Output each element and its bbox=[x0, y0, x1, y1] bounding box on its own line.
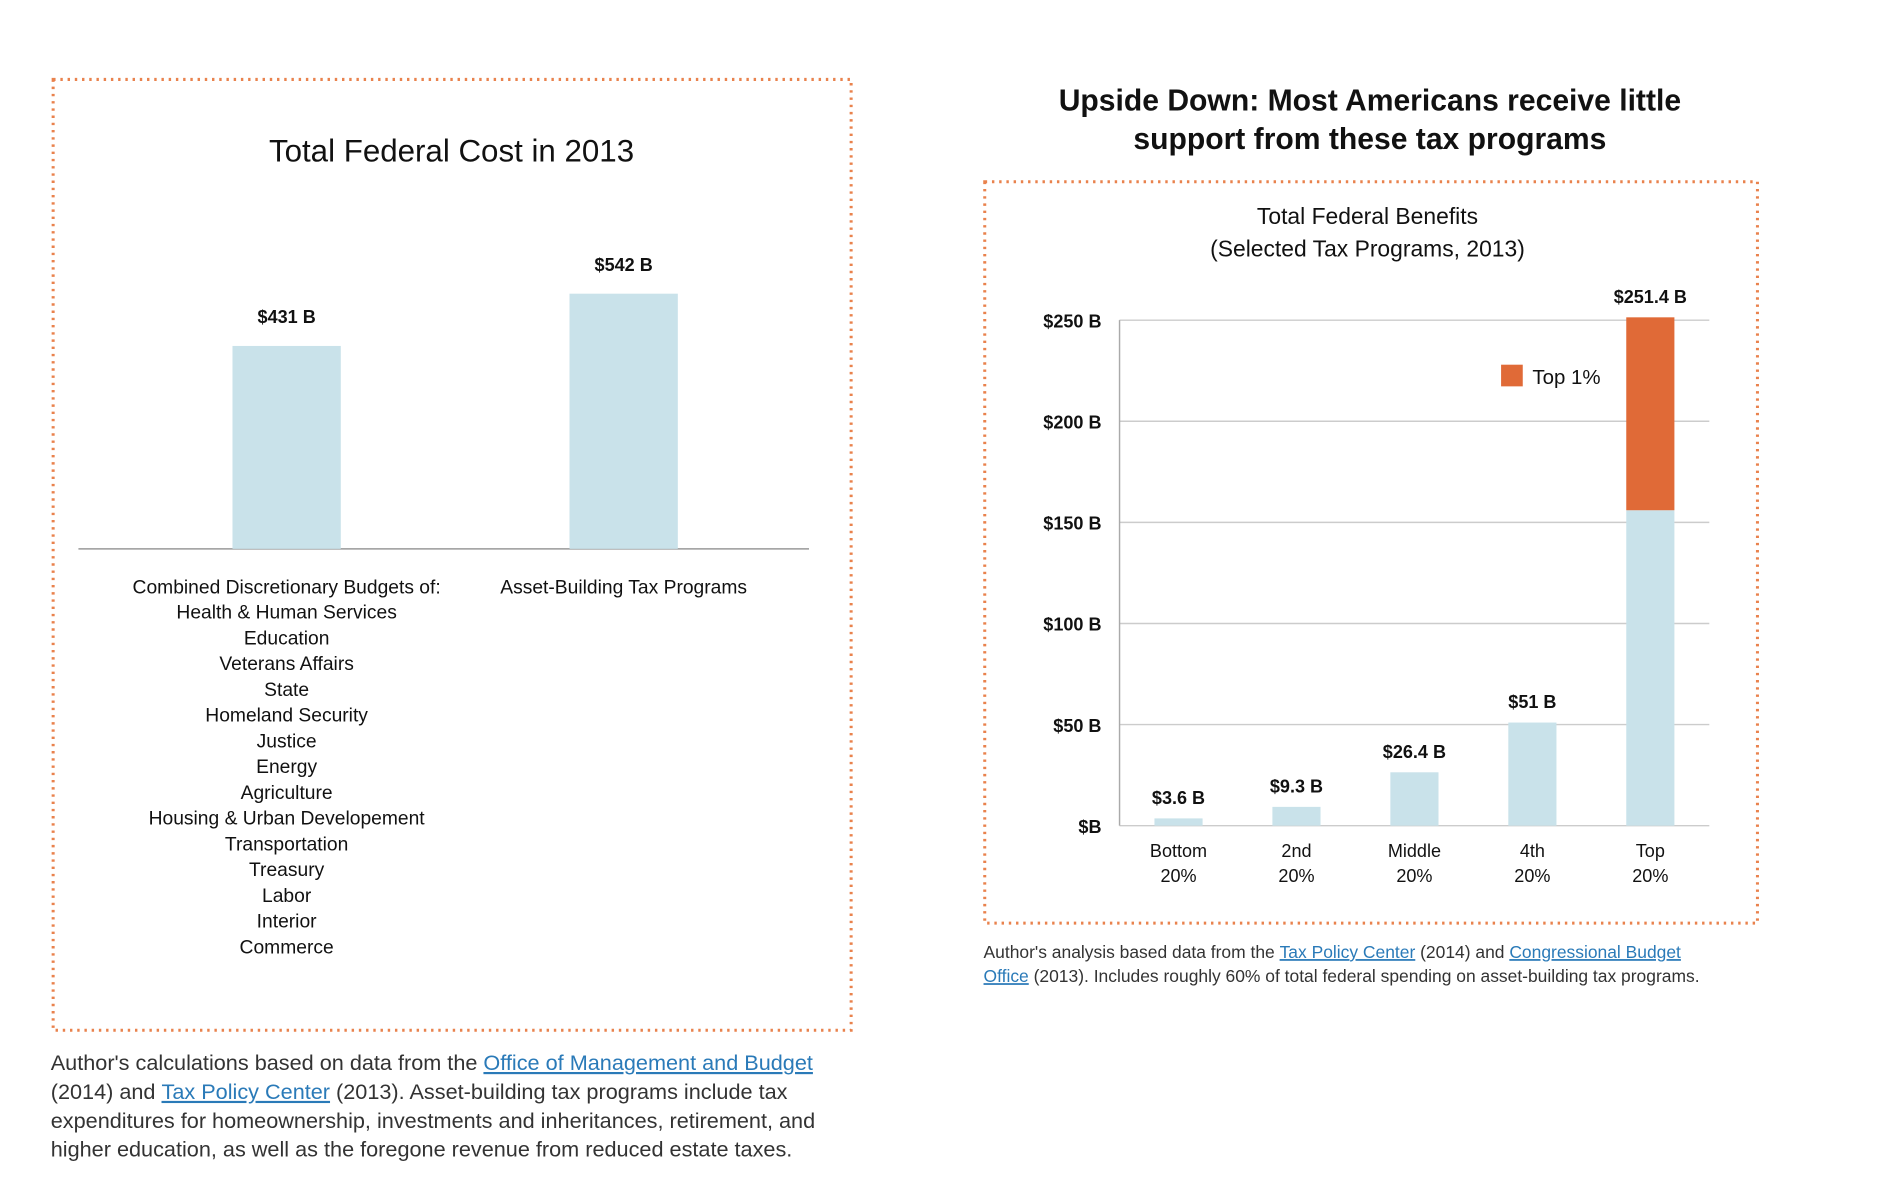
x-tick-label: 4th bbox=[1520, 841, 1545, 861]
note-text: (2013). Asset-building tax programs incl… bbox=[330, 1079, 788, 1104]
value-label: $542 B bbox=[595, 255, 653, 275]
category-detail: Housing & Urban Developement bbox=[149, 809, 426, 830]
x-tick-label: Top bbox=[1636, 841, 1665, 861]
x-tick-label: 20% bbox=[1160, 866, 1196, 886]
category-detail: Treasury bbox=[249, 860, 325, 881]
note-link[interactable]: Congressional Budget bbox=[1509, 942, 1681, 962]
bar-segment bbox=[1390, 772, 1439, 826]
category-detail: Health & Human Services bbox=[176, 603, 396, 624]
note-line: Office (2013). Includes roughly 60% of t… bbox=[984, 966, 1700, 986]
headline: Upside Down: Most Americans receive litt… bbox=[1059, 85, 1681, 118]
note-line: higher education, as well as the foregon… bbox=[51, 1137, 793, 1162]
note-line: (2014) and Tax Policy Center (2013). Ass… bbox=[51, 1079, 788, 1104]
category-detail: State bbox=[264, 680, 309, 701]
category-detail: Labor bbox=[262, 886, 312, 907]
note-line: expenditures for homeownership, investme… bbox=[51, 1108, 815, 1133]
legend-swatch bbox=[1501, 364, 1523, 387]
note-link[interactable]: Office bbox=[984, 966, 1029, 986]
x-tick-label: Middle bbox=[1388, 841, 1441, 861]
note-text: (2014) and bbox=[1415, 942, 1509, 962]
note-line: Author's calculations based on data from… bbox=[51, 1050, 813, 1075]
x-tick-label: 20% bbox=[1632, 866, 1668, 886]
category-detail: Education bbox=[244, 628, 330, 649]
chart-subtitle: (Selected Tax Programs, 2013) bbox=[1210, 235, 1525, 261]
category-detail: Interior bbox=[257, 912, 318, 933]
note-link[interactable]: Tax Policy Center bbox=[162, 1079, 331, 1104]
note-text: (2014) and bbox=[51, 1079, 162, 1104]
value-label: $9.3 B bbox=[1270, 776, 1323, 796]
note-text: Author's calculations based on data from… bbox=[51, 1050, 484, 1075]
chart-title: Total Federal Cost in 2013 bbox=[269, 133, 634, 168]
bar-segment bbox=[1626, 317, 1675, 511]
value-label: $3.6 B bbox=[1152, 788, 1205, 808]
category-detail: Commerce bbox=[240, 938, 334, 959]
x-tick-label: Combined Discretionary Budgets of: bbox=[133, 577, 441, 598]
x-tick-label: 20% bbox=[1396, 866, 1432, 886]
bar bbox=[232, 345, 341, 549]
x-tick-label: Bottom bbox=[1150, 841, 1207, 861]
y-tick-label: $B bbox=[1078, 817, 1101, 837]
category-detail: Agriculture bbox=[241, 783, 333, 804]
bar-segment bbox=[1626, 510, 1675, 826]
note-text: Author's analysis based data from the bbox=[984, 942, 1280, 962]
note-text: (2013). Includes roughly 60% of total fe… bbox=[1029, 966, 1700, 986]
category-detail: Homeland Security bbox=[205, 706, 368, 727]
category-detail: Transportation bbox=[225, 834, 348, 855]
value-label: $251.4 B bbox=[1614, 287, 1687, 307]
y-tick-label: $150 B bbox=[1043, 514, 1101, 534]
y-tick-label: $200 B bbox=[1043, 412, 1101, 432]
value-label: $431 B bbox=[258, 307, 316, 327]
category-detail: Energy bbox=[256, 757, 317, 778]
value-label: $26.4 B bbox=[1383, 742, 1446, 762]
note-line: Author's analysis based data from the Ta… bbox=[984, 942, 1682, 962]
value-label: $51 B bbox=[1508, 692, 1556, 712]
y-tick-label: $250 B bbox=[1043, 311, 1101, 331]
category-detail: Veterans Affairs bbox=[219, 654, 353, 675]
note-link[interactable]: Office of Management and Budget bbox=[483, 1050, 812, 1075]
x-tick-label: 20% bbox=[1278, 866, 1314, 886]
frame bbox=[51, 77, 853, 1032]
bar bbox=[569, 293, 678, 549]
legend-label: Top 1% bbox=[1532, 366, 1600, 389]
bar-segment bbox=[1154, 818, 1203, 826]
note-text: expenditures for homeownership, investme… bbox=[51, 1108, 815, 1133]
y-tick-label: $100 B bbox=[1043, 615, 1101, 635]
x-tick-label: 20% bbox=[1514, 866, 1550, 886]
note-link[interactable]: Tax Policy Center bbox=[1280, 942, 1416, 962]
y-tick-label: $50 B bbox=[1053, 716, 1101, 736]
x-tick-label: 2nd bbox=[1281, 841, 1311, 861]
category-detail: Justice bbox=[257, 731, 317, 752]
bar-segment bbox=[1508, 722, 1557, 826]
note-text: higher education, as well as the foregon… bbox=[51, 1137, 793, 1162]
x-tick-label: Asset-Building Tax Programs bbox=[500, 577, 747, 598]
headline: support from these tax programs bbox=[1133, 123, 1606, 156]
bar-segment bbox=[1272, 806, 1321, 826]
chart-title: Total Federal Benefits bbox=[1257, 203, 1478, 229]
